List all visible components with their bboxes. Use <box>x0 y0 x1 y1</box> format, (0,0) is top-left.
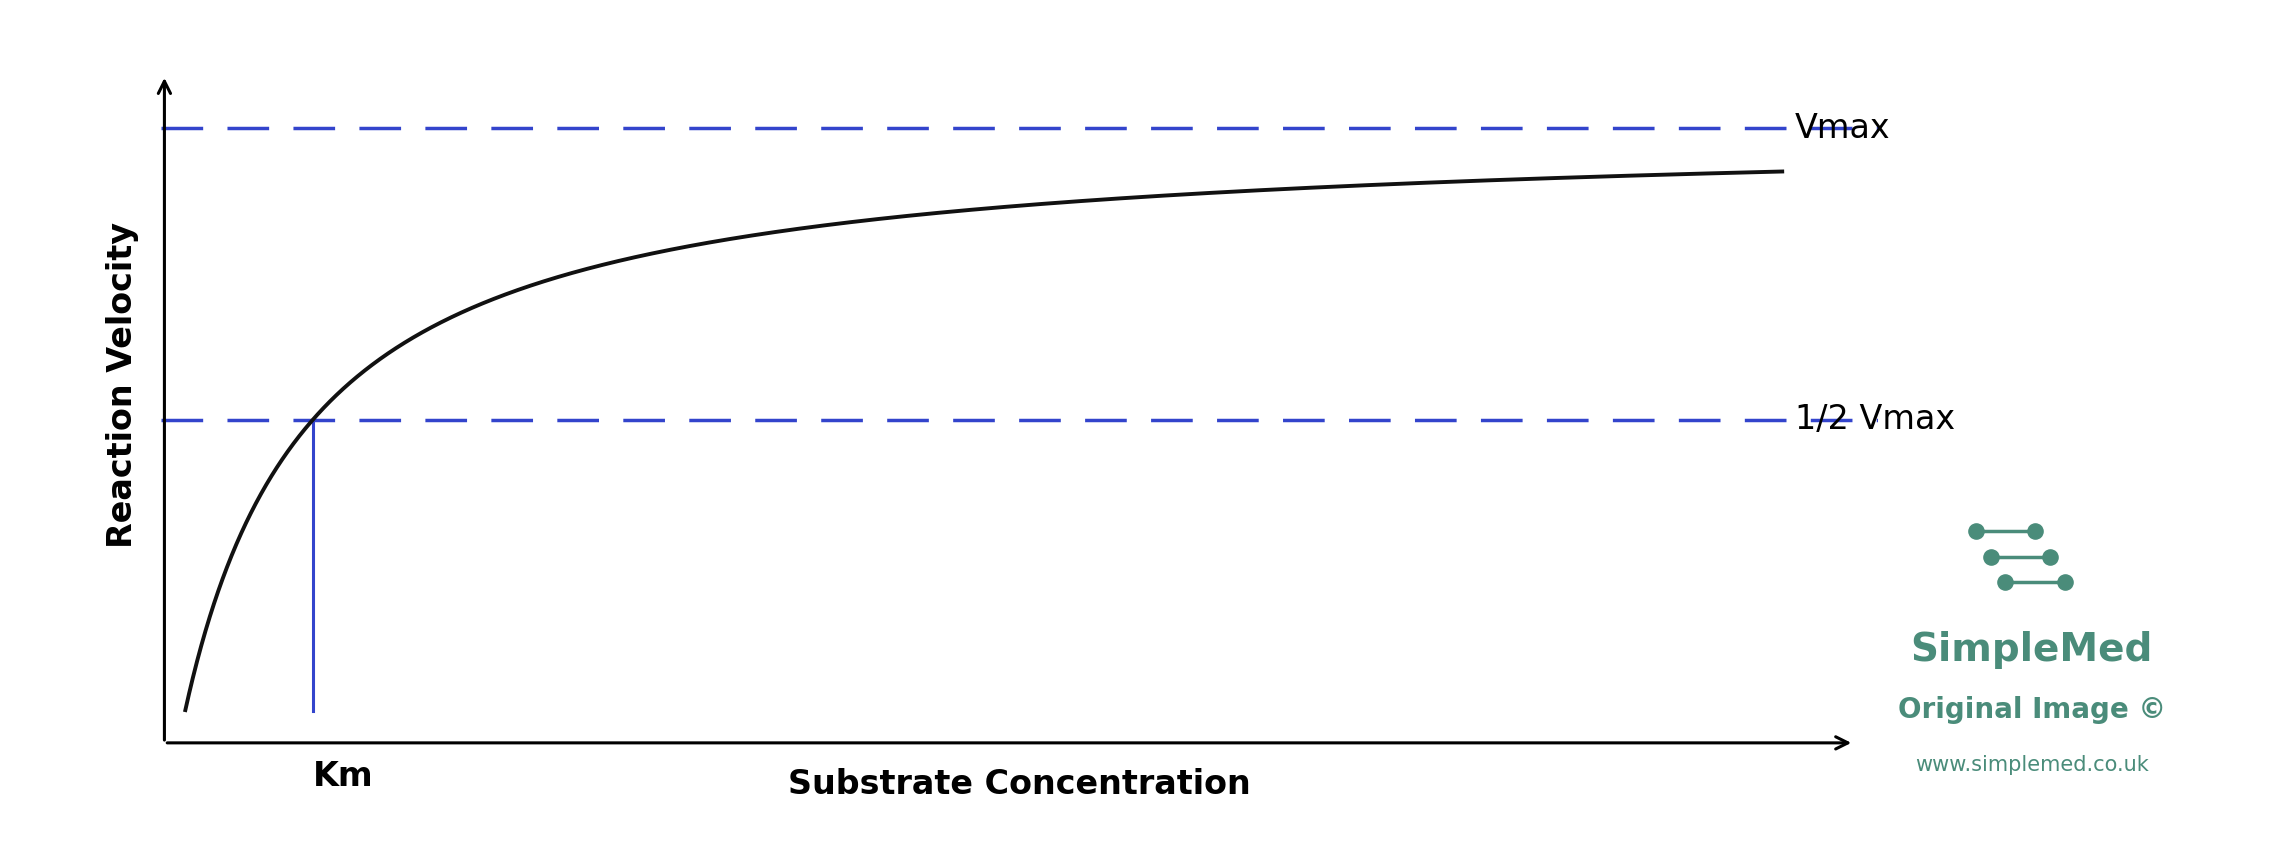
Text: Vmax: Vmax <box>1795 112 1891 144</box>
Point <box>1988 575 2025 589</box>
Point <box>2032 550 2068 564</box>
Point <box>2018 524 2054 538</box>
Point <box>1956 524 1993 538</box>
X-axis label: Substrate Concentration: Substrate Concentration <box>787 768 1251 801</box>
Point <box>2048 575 2084 589</box>
Text: SimpleMed: SimpleMed <box>1911 632 2152 669</box>
Text: 1/2 Vmax: 1/2 Vmax <box>1795 403 1954 436</box>
Text: Original Image ©: Original Image © <box>1897 696 2166 723</box>
Point <box>1972 550 2009 564</box>
Text: Km: Km <box>314 761 373 793</box>
Text: www.simplemed.co.uk: www.simplemed.co.uk <box>1916 755 2148 775</box>
Y-axis label: Reaction Velocity: Reaction Velocity <box>107 222 139 547</box>
